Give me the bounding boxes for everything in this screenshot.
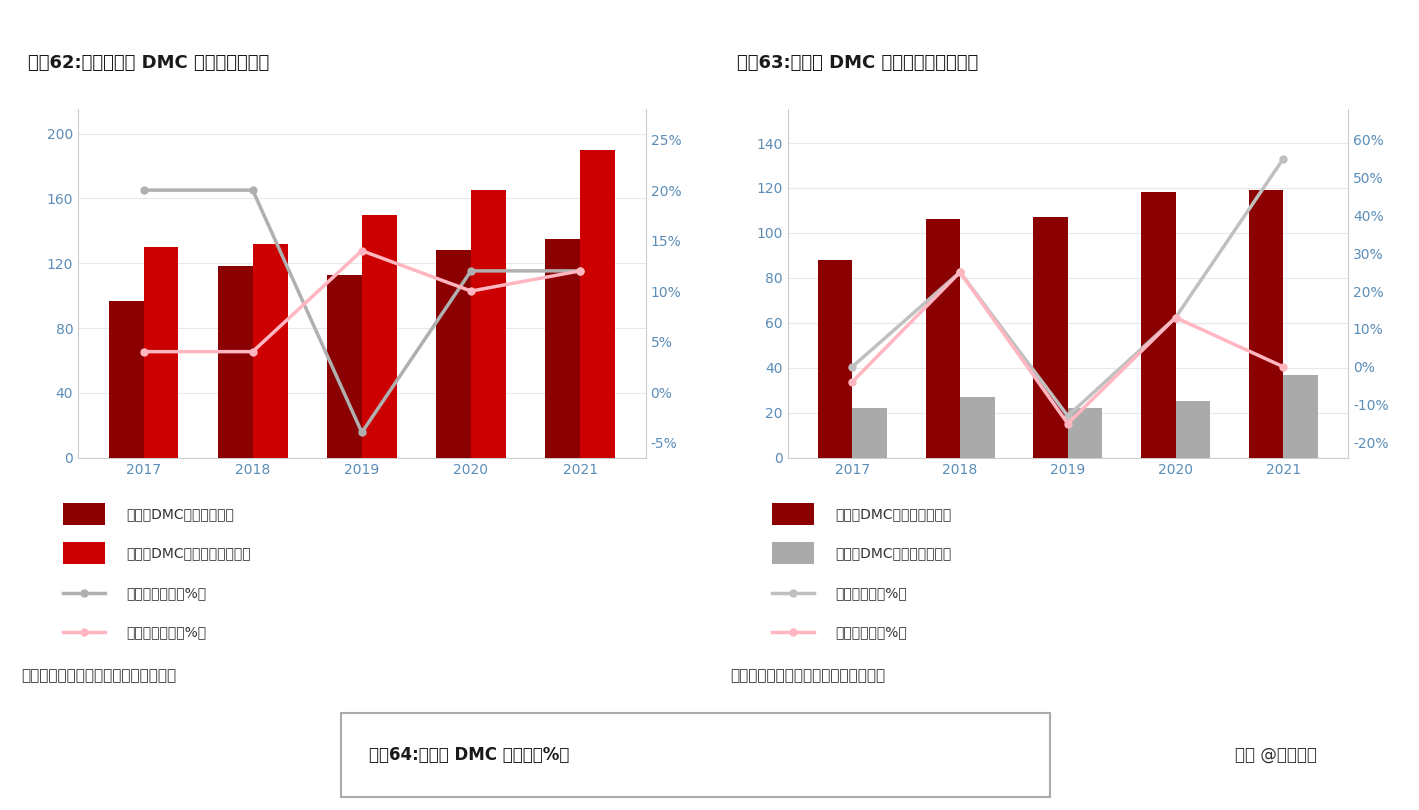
Bar [143, 247, 179, 458]
Bar [545, 239, 580, 458]
Text: 有机硅DMC消费量（万吨）: 有机硅DMC消费量（万吨） [834, 507, 951, 521]
Text: 资料来源：百川盈孚，万联证券研究所: 资料来源：百川盈孚，万联证券研究所 [731, 668, 885, 684]
Bar [1069, 408, 1103, 458]
Text: 图表62:我国有机硅 DMC 产能及产量趋势: 图表62:我国有机硅 DMC 产能及产量趋势 [28, 53, 270, 72]
Text: 产能同比增速（%）: 产能同比增速（%） [126, 625, 207, 639]
Text: 图表63:有机硅 DMC 消费量及出口量趋势: 图表63:有机硅 DMC 消费量及出口量趋势 [738, 53, 979, 72]
Text: 有机硅DMC出口量（万吨）: 有机硅DMC出口量（万吨） [834, 546, 951, 561]
Text: 图表64:有机硅 DMC 开工率（%）: 图表64:有机硅 DMC 开工率（%） [369, 746, 569, 764]
Bar [772, 542, 815, 565]
Bar [217, 266, 253, 458]
Bar [1283, 374, 1318, 458]
Bar [341, 713, 1050, 796]
Bar [925, 220, 961, 458]
Bar [471, 190, 507, 458]
Bar [853, 408, 887, 458]
Text: 消费量同比（%）: 消费量同比（%） [834, 586, 907, 599]
Text: 出口量同比（%）: 出口量同比（%） [834, 625, 907, 639]
Bar [64, 542, 105, 565]
Text: 资料来源：百川盈孚，万联证券研究所: 资料来源：百川盈孚，万联证券研究所 [21, 668, 176, 684]
Bar [436, 250, 471, 458]
Bar [109, 301, 143, 458]
Bar [362, 215, 397, 458]
Text: 头条 @远瞻智库: 头条 @远瞻智库 [1235, 746, 1317, 764]
Bar [1175, 402, 1210, 458]
Bar [580, 150, 614, 458]
Bar [326, 275, 362, 458]
Text: 有机硅DMC有效产能（万吨）: 有机硅DMC有效产能（万吨） [126, 546, 251, 561]
Bar [1249, 190, 1283, 458]
Bar [1033, 217, 1069, 458]
Text: 有机硅DMC产量（万吨）: 有机硅DMC产量（万吨） [126, 507, 234, 521]
Bar [772, 503, 815, 525]
Bar [1141, 193, 1175, 458]
Bar [817, 260, 853, 458]
Bar [253, 244, 288, 458]
Bar [64, 503, 105, 525]
Bar [961, 397, 995, 458]
Text: 产量同比增速（%）: 产量同比增速（%） [126, 586, 207, 599]
